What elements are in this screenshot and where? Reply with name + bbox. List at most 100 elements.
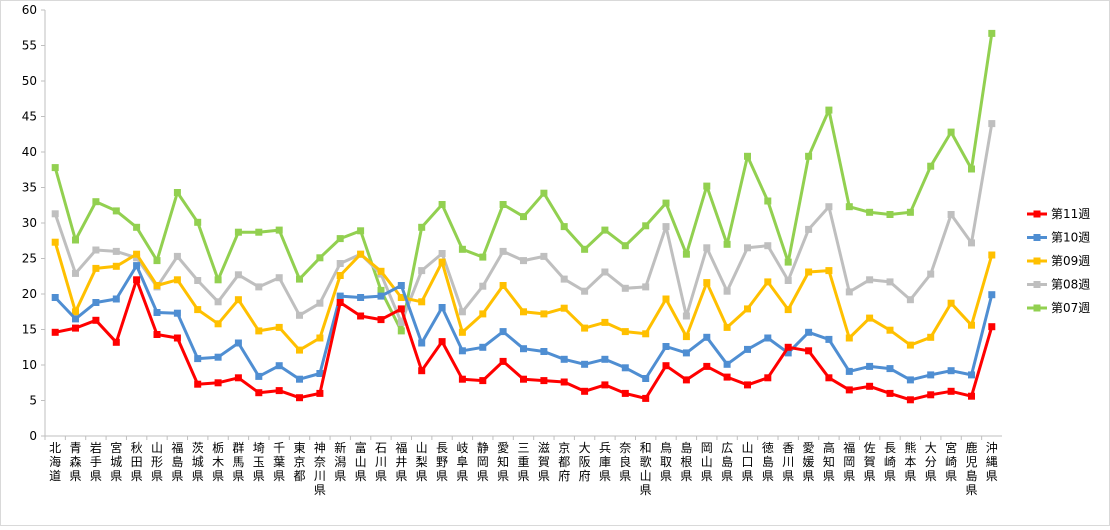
data-point [133, 250, 141, 258]
data-point [92, 246, 100, 254]
data-point [92, 316, 100, 324]
data-point [621, 284, 629, 292]
data-point [968, 239, 975, 247]
data-point [479, 310, 487, 318]
data-point [275, 226, 283, 234]
data-point [173, 276, 181, 284]
data-point [316, 254, 324, 262]
y-tick-label: 45 [22, 110, 37, 124]
data-point [92, 299, 100, 306]
x-tick-label: 岡山県 [701, 441, 713, 483]
data-point [438, 338, 446, 346]
legend-label: 第08週 [1051, 278, 1090, 292]
y-tick-label: 40 [22, 145, 37, 159]
legend-label: 第09週 [1051, 254, 1090, 268]
x-tick-label: 千葉県 [273, 441, 285, 483]
y-tick-label: 0 [29, 429, 37, 443]
data-point [682, 250, 690, 258]
legend-swatch-marker [1033, 281, 1041, 288]
data-point [377, 316, 385, 324]
data-point [234, 374, 242, 382]
data-point [336, 260, 344, 267]
data-point [357, 294, 365, 301]
data-point [906, 208, 914, 216]
data-point [988, 251, 996, 259]
data-point [255, 228, 263, 236]
legend-swatch-marker [1033, 257, 1041, 265]
data-point [825, 335, 833, 343]
data-point [560, 223, 568, 231]
data-point [397, 327, 405, 335]
data-point [968, 165, 975, 173]
data-point [194, 355, 202, 363]
x-tick-label: 沖縄県 [986, 441, 998, 483]
data-point [581, 287, 589, 295]
data-point [988, 29, 996, 37]
data-point [642, 375, 650, 382]
data-point [601, 355, 609, 363]
data-point [662, 223, 670, 231]
data-point [581, 360, 589, 368]
x-tick-label: 佐賀県 [864, 441, 876, 483]
data-point [560, 275, 568, 283]
data-point [296, 394, 303, 402]
data-point [703, 244, 711, 252]
data-point [927, 162, 935, 170]
data-point [153, 257, 161, 265]
data-point [275, 274, 283, 282]
data-point [825, 374, 833, 382]
data-point [51, 294, 59, 301]
x-tick-label: 栃木県 [212, 441, 224, 483]
data-point [947, 367, 955, 375]
x-tick-label: 秋田県 [131, 441, 143, 483]
x-tick-label: 長野県 [436, 441, 448, 483]
data-point [540, 377, 548, 385]
data-point [275, 362, 283, 370]
x-tick-label: 島根県 [680, 440, 692, 483]
data-point [357, 227, 365, 235]
data-point [112, 207, 120, 215]
x-tick-label: 茨城県 [192, 441, 204, 483]
data-point [397, 318, 405, 326]
data-point [723, 360, 731, 368]
data-point [662, 343, 670, 350]
data-point [377, 292, 385, 300]
x-tick-label: 広島県 [721, 441, 733, 483]
data-point [458, 245, 466, 253]
data-point [906, 396, 914, 404]
y-axis-ticks: 0 5 10 15 20 25 30 35 40 45 50 55 60 [22, 3, 45, 443]
data-point [764, 334, 772, 342]
x-tick-label: 大分県 [925, 441, 937, 483]
data-point [744, 244, 751, 252]
data-point [296, 275, 303, 283]
data-point [234, 296, 242, 304]
data-point [214, 276, 222, 284]
data-point [214, 320, 222, 328]
data-point [845, 367, 853, 375]
data-point [906, 341, 914, 349]
data-point [112, 295, 120, 303]
data-point [479, 343, 487, 351]
x-tick-label: 高知県 [823, 440, 835, 483]
data-point [805, 268, 813, 276]
data-point [621, 328, 629, 336]
data-point [560, 378, 568, 386]
x-tick-label: 新潟県 [334, 440, 346, 483]
data-point [886, 211, 894, 218]
x-tick-label: 宮城県 [110, 440, 122, 483]
data-point [723, 287, 731, 295]
data-point [662, 199, 670, 207]
data-point [540, 252, 548, 260]
data-point [988, 291, 996, 299]
data-point [316, 370, 324, 377]
data-point [194, 277, 202, 284]
data-point [173, 189, 181, 196]
x-tick-label: 福島県 [171, 440, 183, 483]
data-point [51, 210, 59, 218]
data-point [418, 339, 426, 347]
data-point [744, 345, 751, 353]
data-point [927, 333, 935, 341]
x-tick-label: 神奈川県 [314, 441, 326, 497]
